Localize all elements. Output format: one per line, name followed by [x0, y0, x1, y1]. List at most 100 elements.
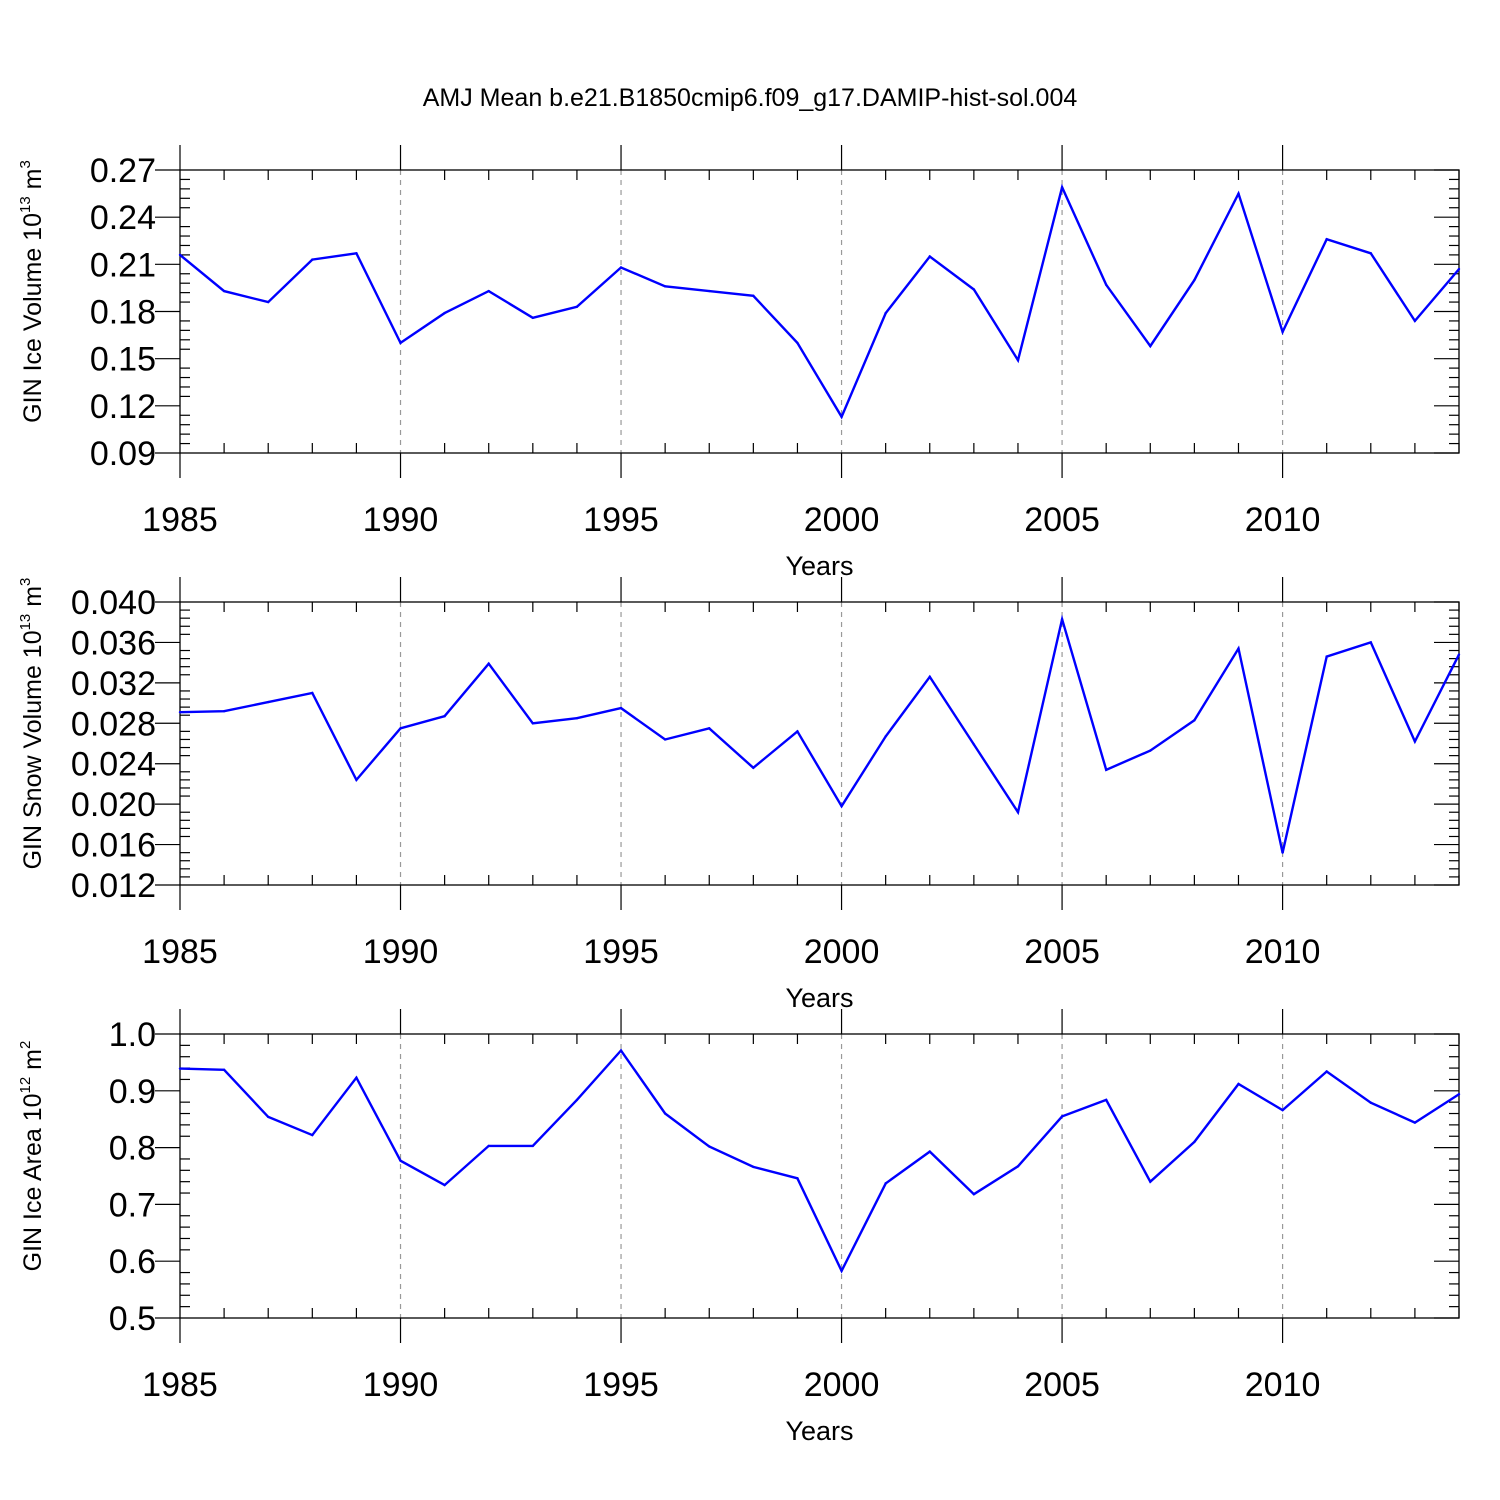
data-point [1104, 1098, 1108, 1102]
tick-marks [155, 1009, 1460, 1343]
data-point [972, 288, 976, 291]
data-point [267, 1115, 270, 1119]
x-tick-label: 1995 [583, 1366, 659, 1404]
y-axis-label: GIN Ice Volume 1013 m3 [17, 160, 47, 423]
data-point [1457, 1093, 1461, 1096]
data-point [1060, 1115, 1064, 1118]
y-axis-label-text: GIN Snow Volume 10 [19, 630, 47, 869]
y-tick-label: 0.024 [71, 746, 156, 784]
data-point [1457, 267, 1461, 271]
data-point [531, 722, 535, 725]
y-tick-label: 0.12 [90, 388, 156, 426]
y-tick-label: 0.6 [109, 1243, 156, 1281]
x-tick-label: 2000 [804, 933, 880, 971]
data-point [222, 709, 226, 713]
data-point [399, 1159, 402, 1162]
data-point [1325, 655, 1328, 658]
y-tick-label: 0.032 [71, 665, 156, 703]
x-tick-label: 1990 [363, 1366, 439, 1404]
data-point [840, 1269, 843, 1273]
x-tick-label: 2010 [1245, 501, 1321, 539]
data-point [619, 1049, 623, 1052]
data-point [311, 258, 314, 261]
data-point [575, 305, 579, 308]
data-point [178, 1067, 182, 1070]
x-tick-label: 1990 [363, 501, 439, 539]
data-point [752, 1165, 755, 1169]
y-tick-label: 0.24 [90, 199, 156, 237]
data-point [663, 285, 667, 288]
data-point [1060, 186, 1064, 189]
series-line [179, 614, 1461, 853]
data-point [972, 1192, 976, 1196]
data-point [443, 311, 446, 315]
y-axis-label-unit-exponent: 3 [17, 160, 34, 168]
y-tick-labels: 0.09 0.12 0.15 0.18 0.21 0.24 0.27 [90, 152, 156, 473]
y-tick-label: 1.0 [109, 1016, 156, 1054]
data-point [752, 294, 755, 297]
data-point [972, 743, 976, 746]
x-tick-label: 2000 [804, 1366, 880, 1404]
data-point [222, 1068, 226, 1071]
data-point [399, 727, 402, 730]
data-point [796, 730, 799, 733]
data-point [222, 289, 226, 293]
data-point [708, 289, 711, 293]
data-point [1237, 1082, 1240, 1086]
x-tick-label: 1985 [142, 1366, 218, 1404]
y-axis-label: GIN Snow Volume 1013 m3 [17, 578, 47, 870]
data-points [178, 1049, 1461, 1273]
y-tick-label: 0.016 [71, 827, 156, 865]
data-point [708, 727, 711, 730]
data-point [1369, 1101, 1372, 1104]
data-point [1237, 647, 1240, 650]
data-point [575, 1098, 579, 1102]
data-point [1016, 1165, 1020, 1168]
data-point [443, 715, 446, 718]
data-point [1016, 811, 1020, 814]
y-tick-label: 0.21 [90, 246, 156, 284]
y-axis-label-unit: m [19, 1049, 47, 1077]
data-point [178, 253, 182, 257]
data-point [1281, 851, 1284, 854]
data-point [487, 1144, 490, 1148]
data-point [1149, 749, 1152, 752]
y-axis-label-unit-exponent: 2 [17, 1041, 34, 1049]
plot-frame [179, 169, 1460, 454]
data-point [1193, 278, 1196, 282]
data-point [796, 1177, 799, 1180]
data-point [796, 341, 799, 345]
data-point [1457, 653, 1461, 656]
data-point [708, 1145, 711, 1148]
data-point [928, 1150, 931, 1153]
tick-marks [155, 577, 1460, 910]
panel-ice-area: 0.5 0.6 0.7 0.8 0.9 1.0 1985 1990 1995 2000 2005 2… [17, 1009, 1461, 1446]
data-point [884, 311, 887, 315]
data-point [840, 804, 843, 808]
y-axis-label-text: GIN Ice Volume 10 [19, 213, 47, 423]
data-point [884, 1182, 887, 1185]
y-axis-label-unit-exponent: 3 [17, 578, 34, 586]
x-tick-label: 1995 [583, 501, 659, 539]
y-axis-label-exponent: 13 [17, 614, 34, 631]
data-point [1149, 344, 1152, 348]
data-point [1193, 1140, 1196, 1144]
data-point [531, 1144, 535, 1148]
data-point [619, 266, 623, 269]
data-point [443, 1183, 446, 1187]
y-axis-label-unit: m [19, 586, 47, 614]
y-tick-label: 0.040 [71, 584, 156, 622]
grid-lines [399, 602, 1284, 885]
data-point [487, 289, 490, 293]
data-point [267, 300, 270, 304]
y-tick-labels: 0.5 0.6 0.7 0.8 0.9 1.0 [109, 1016, 156, 1338]
data-point [1193, 719, 1196, 722]
data-point [840, 415, 843, 419]
y-tick-label: 0.8 [109, 1130, 156, 1168]
data-point [1413, 1121, 1417, 1124]
y-axis-label-exponent: 13 [17, 196, 34, 213]
data-point [355, 1076, 358, 1079]
data-point [1149, 1180, 1152, 1183]
x-tick-labels: 1985 1990 1995 2000 2005 2010 [142, 1366, 1320, 1404]
